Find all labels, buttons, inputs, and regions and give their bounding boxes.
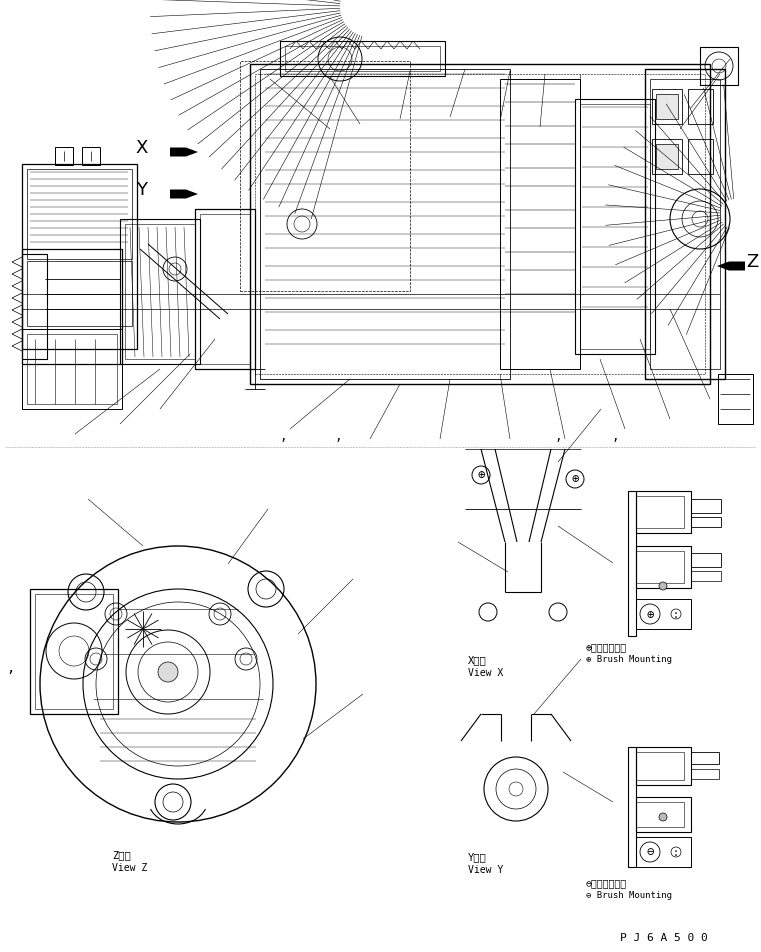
Bar <box>652 140 682 175</box>
Bar <box>285 47 440 72</box>
FancyArrow shape <box>170 149 198 157</box>
Text: View Z: View Z <box>112 863 147 872</box>
Text: ,: , <box>279 430 287 443</box>
Text: ,: , <box>334 430 342 443</box>
Bar <box>27 169 132 260</box>
Bar <box>636 803 684 827</box>
Text: :: : <box>673 609 679 620</box>
Bar <box>636 600 691 629</box>
Text: ⊖ Brush Mounting: ⊖ Brush Mounting <box>586 890 672 900</box>
Bar <box>636 797 691 832</box>
Bar <box>575 100 655 355</box>
Text: ⊕: ⊕ <box>572 473 579 486</box>
Bar <box>22 329 122 409</box>
Text: ⊕: ⊕ <box>477 469 485 482</box>
Text: View X: View X <box>468 667 503 677</box>
Bar <box>656 95 678 120</box>
Bar <box>691 500 721 513</box>
Text: :: : <box>673 847 679 857</box>
Text: X: X <box>135 139 148 157</box>
Bar <box>691 769 719 779</box>
Bar <box>691 553 721 567</box>
Bar <box>636 747 691 785</box>
Bar <box>645 69 725 380</box>
Bar <box>500 80 580 369</box>
Bar <box>27 262 132 327</box>
Bar <box>195 209 255 369</box>
Bar <box>636 546 691 588</box>
Bar <box>280 42 445 77</box>
Bar <box>656 145 678 169</box>
Bar <box>691 752 719 764</box>
Bar <box>691 518 721 527</box>
Bar <box>700 48 738 86</box>
Bar <box>636 551 684 584</box>
Bar <box>688 89 713 125</box>
Bar <box>35 594 113 709</box>
Bar <box>628 491 636 636</box>
Bar <box>580 105 650 349</box>
Bar <box>82 148 100 166</box>
Bar <box>120 220 200 365</box>
Bar <box>30 589 118 714</box>
Bar <box>636 491 691 533</box>
Bar <box>22 165 137 349</box>
Bar <box>688 140 713 175</box>
Bar <box>240 62 410 291</box>
Bar <box>718 374 753 425</box>
Text: Z: Z <box>746 252 758 270</box>
Bar <box>22 255 47 360</box>
Text: ⊖ブラシ取付法: ⊖ブラシ取付法 <box>586 877 627 887</box>
Bar <box>125 225 195 360</box>
Bar <box>628 747 636 867</box>
Bar <box>55 148 73 166</box>
Text: View Y: View Y <box>468 864 503 874</box>
Bar <box>250 65 710 385</box>
FancyArrow shape <box>170 190 198 199</box>
Text: ⊖: ⊖ <box>646 845 654 859</box>
Text: ,: , <box>611 430 619 443</box>
Text: P J 6 A 5 0 0: P J 6 A 5 0 0 <box>620 932 708 942</box>
FancyArrow shape <box>717 262 745 271</box>
Bar <box>22 249 122 365</box>
Circle shape <box>158 663 178 683</box>
Text: ⊕ブラシ取付法: ⊕ブラシ取付法 <box>586 642 627 651</box>
Bar <box>636 837 691 867</box>
Text: Y: Y <box>136 181 148 199</box>
Text: ⊕ Brush Mounting: ⊕ Brush Mounting <box>586 655 672 664</box>
Bar <box>691 571 721 582</box>
Text: ⊕: ⊕ <box>646 608 654 621</box>
Bar <box>260 69 510 380</box>
Bar <box>255 75 705 374</box>
Text: Y　視: Y 視 <box>468 851 487 862</box>
Bar <box>27 335 117 405</box>
Bar <box>636 752 684 781</box>
Bar <box>200 215 250 365</box>
Circle shape <box>659 583 667 590</box>
Circle shape <box>659 813 667 822</box>
Bar <box>650 80 720 369</box>
Text: ,: , <box>6 661 14 674</box>
Text: X　視: X 視 <box>468 654 487 664</box>
Text: ,: , <box>554 430 562 443</box>
Bar <box>636 497 684 528</box>
Text: Z　視: Z 視 <box>112 849 131 859</box>
Bar <box>652 89 682 125</box>
